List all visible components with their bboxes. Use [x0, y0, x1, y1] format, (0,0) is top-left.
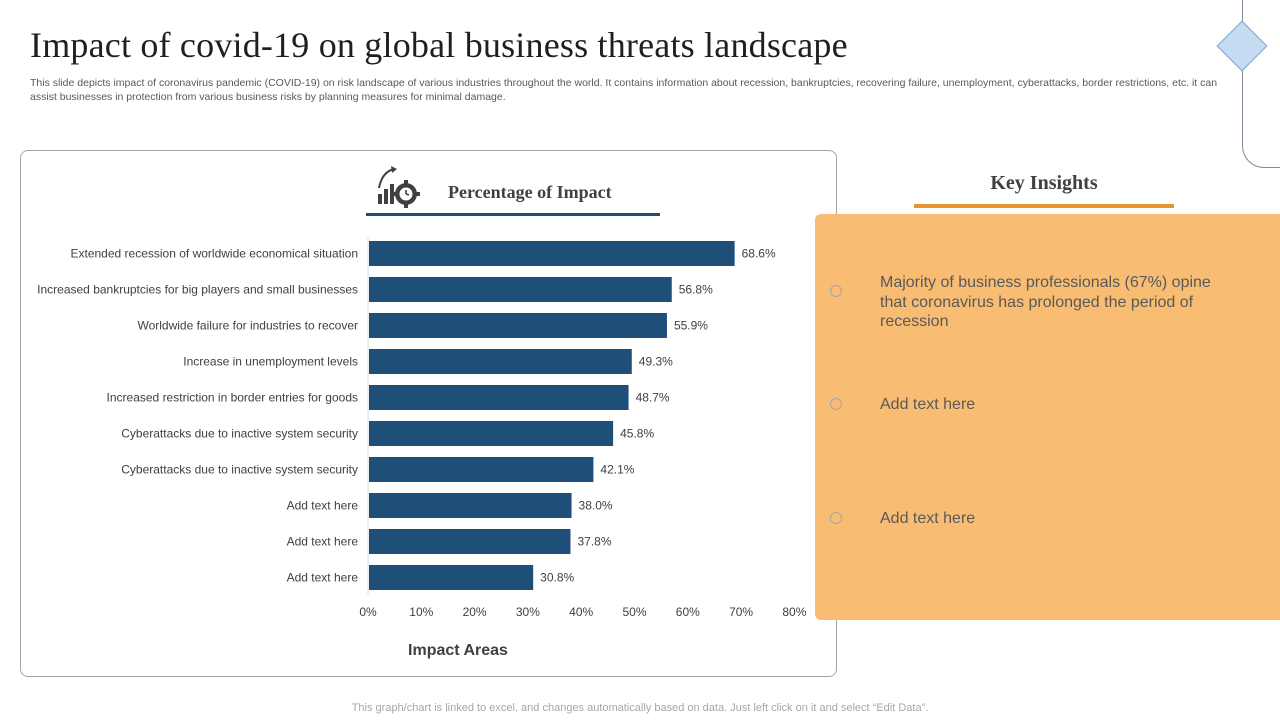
bar — [369, 565, 534, 590]
insight-text-1: Majority of business professionals (67%)… — [880, 274, 1211, 330]
data-label: 56.8% — [679, 283, 713, 297]
data-label: 48.7% — [636, 391, 670, 405]
chart-heading: Percentage of Impact — [448, 182, 612, 202]
category-label: Increased restriction in border entries … — [107, 391, 358, 405]
category-label: Cyberattacks due to inactive system secu… — [121, 463, 358, 477]
x-tick-label: 0% — [359, 605, 377, 619]
x-tick-label: 70% — [729, 605, 753, 619]
x-tick-label: 40% — [569, 605, 593, 619]
bar — [369, 493, 572, 518]
x-tick-label: 50% — [622, 605, 646, 619]
bar — [369, 313, 667, 338]
data-label: 30.8% — [540, 571, 574, 585]
insight-bullet-icon — [830, 285, 842, 297]
page-title: Impact of covid-19 on global business th… — [30, 25, 848, 65]
data-label: 68.6% — [742, 247, 776, 261]
insight-bullet-icon — [830, 398, 842, 410]
category-label: Cyberattacks due to inactive system secu… — [121, 427, 358, 441]
bar — [369, 241, 735, 266]
bar — [369, 349, 632, 374]
insights-heading-underline — [914, 204, 1174, 208]
category-label: Increased bankruptcies for big players a… — [37, 283, 358, 297]
data-label: 45.8% — [620, 427, 654, 441]
x-tick-label: 20% — [463, 605, 487, 619]
footer-note: This graph/chart is linked to excel, and… — [351, 702, 929, 714]
chart-gear-icon — [378, 166, 420, 208]
bar-chart: Extended recession of worldwide economic… — [37, 237, 807, 619]
x-tick-label: 10% — [409, 605, 433, 619]
bar — [369, 277, 672, 302]
category-label: Extended recession of worldwide economic… — [71, 247, 359, 261]
data-label: 42.1% — [600, 463, 634, 477]
insight-text-2: Add text here — [880, 396, 976, 413]
decorative-corner-line — [1242, 0, 1280, 168]
bar — [369, 385, 629, 410]
x-tick-label: 60% — [676, 605, 700, 619]
x-tick-label: 80% — [782, 605, 806, 619]
chart-heading-block: Percentage of Impact — [366, 162, 660, 216]
page-description: This slide depicts impact of coronavirus… — [30, 77, 1218, 103]
insight-bullet-icon — [830, 512, 842, 524]
data-label: 37.8% — [577, 535, 611, 549]
bar — [369, 457, 594, 482]
x-axis-caption: Impact Areas — [408, 642, 508, 659]
category-label: Add text here — [287, 535, 359, 549]
insight-text-3: Add text here — [880, 510, 976, 527]
data-label: 55.9% — [674, 319, 708, 333]
bar — [369, 529, 571, 554]
bar — [369, 421, 614, 446]
data-label: 49.3% — [639, 355, 673, 369]
insights-panel — [815, 214, 1280, 620]
data-label: 38.0% — [579, 499, 613, 513]
category-label: Add text here — [287, 571, 359, 585]
category-label: Worldwide failure for industries to reco… — [137, 319, 358, 333]
insights-heading: Key Insights — [990, 172, 1098, 194]
x-tick-label: 30% — [516, 605, 540, 619]
category-label: Add text here — [287, 499, 359, 513]
category-label: Increase in unemployment levels — [183, 355, 358, 369]
